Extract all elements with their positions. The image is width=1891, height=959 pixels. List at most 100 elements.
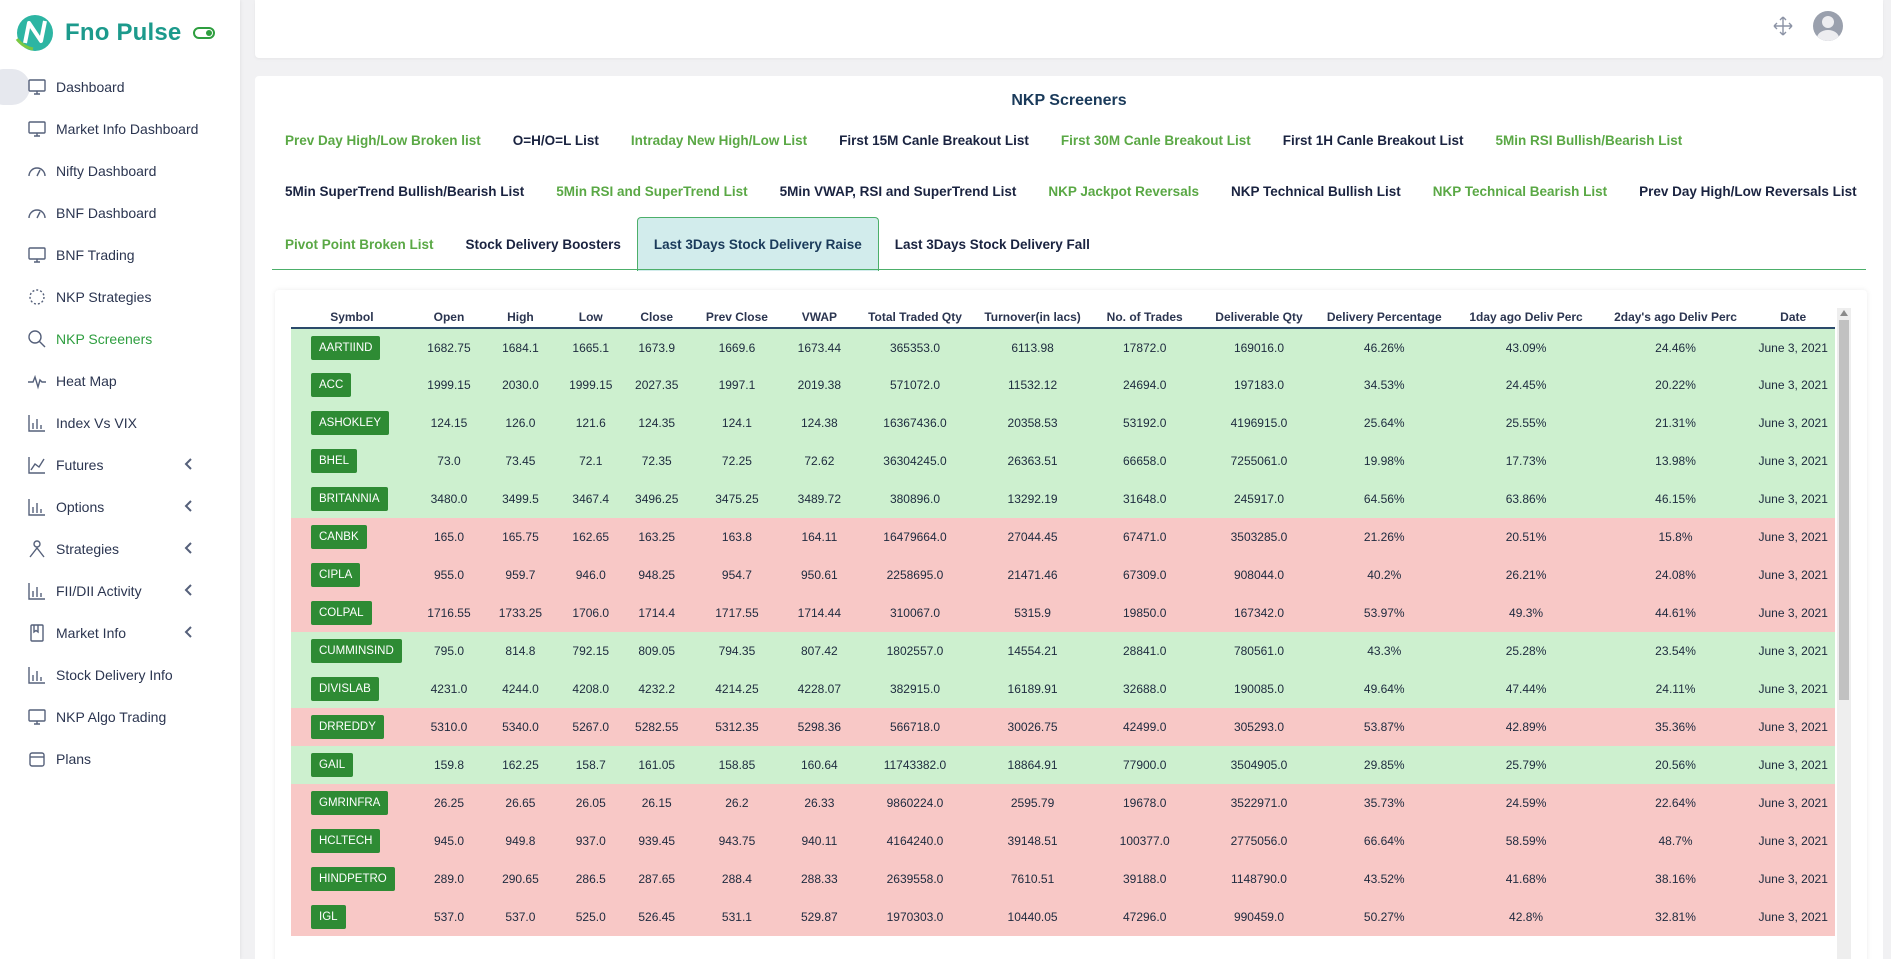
tab-last-3days-stock-delivery-raise[interactable]: Last 3Days Stock Delivery Raise: [636, 217, 879, 271]
table-row[interactable]: DIVISLAB 4231.0 4244.0 4208.0 4232.2 4214.25 4…: [291, 670, 1835, 708]
table-row[interactable]: CANBK 165.0 165.75 162.65 163.25 163.8 164.11 1…: [291, 518, 1835, 556]
symbol-badge[interactable]: BRITANNIA: [311, 487, 388, 511]
symbol-badge[interactable]: ACC: [311, 373, 352, 397]
tab-first-1h-canle-breakout-list[interactable]: First 1H Canle Breakout List: [1282, 132, 1464, 148]
theme-toggle[interactable]: [193, 27, 216, 39]
symbol-badge[interactable]: DRREDDY: [311, 715, 384, 739]
chevron-left-icon[interactable]: [182, 499, 196, 513]
column-header[interactable]: Turnover(in lacs): [977, 306, 1088, 329]
tab-prev-day-high-low-broken-list[interactable]: Prev Day High/Low Broken list: [285, 132, 481, 148]
sidebar-item-bnf-trading[interactable]: BNF Trading: [0, 234, 240, 276]
table-row[interactable]: HCLTECH 945.0 949.8 937.0 939.45 943.75 940.11…: [291, 822, 1835, 860]
table-row[interactable]: HINDPETRO 289.0 290.65 286.5 287.65 288.4 288.…: [291, 860, 1835, 898]
tab-5min-supertrend-bullish-bearish-list[interactable]: 5Min SuperTrend Bullish/Bearish List: [285, 183, 525, 199]
sidebar-item-plans[interactable]: Plans: [0, 738, 240, 780]
sidebar-item-index-vs-vix[interactable]: Index Vs VIX: [0, 402, 240, 444]
table-row[interactable]: CUMMINSIND 795.0 814.8 792.15 809.05 794.35 80…: [291, 632, 1835, 670]
fullscreen-expand-icon[interactable]: [1773, 16, 1793, 36]
table-cell: 47296.0: [1087, 898, 1202, 936]
table-row[interactable]: BHEL 73.0 73.45 72.1 72.35 72.25 72.62 36304245…: [291, 442, 1835, 480]
chevron-left-icon[interactable]: [182, 583, 196, 597]
table-row[interactable]: ACC 1999.15 2030.0 1999.15 2027.35 1997.1 2019…: [291, 366, 1835, 404]
table-row[interactable]: ASHOKLEY 124.15 126.0 121.6 124.35 124.1 124.3…: [291, 404, 1835, 442]
table-cell: 1669.6: [687, 328, 787, 366]
tab-o-h-o-l-list[interactable]: O=H/O=L List: [512, 132, 599, 148]
tab-intraday-new-high-low-list[interactable]: Intraday New High/Low List: [630, 132, 808, 148]
sidebar-item-stock-delivery-info[interactable]: Stock Delivery Info: [0, 654, 240, 696]
sidebar-item-options[interactable]: Options: [0, 486, 240, 528]
column-header[interactable]: 2day's ago Deliv Perc: [1599, 306, 1752, 329]
tab-nkp-technical-bearish-list[interactable]: NKP Technical Bearish List: [1432, 183, 1608, 199]
column-header[interactable]: Symbol: [291, 306, 413, 329]
tab-stock-delivery-boosters[interactable]: Stock Delivery Boosters: [465, 236, 621, 252]
table-row[interactable]: CIPLA 955.0 959.7 946.0 948.25 954.7 950.61 225…: [291, 556, 1835, 594]
chevron-left-icon[interactable]: [182, 541, 196, 555]
sidebar-item-market-info[interactable]: Market Info: [0, 612, 240, 654]
table-scrollbar[interactable]: [1837, 308, 1851, 959]
brand[interactable]: Fno Pulse: [0, 0, 240, 66]
column-header[interactable]: Deliverable Qty: [1201, 306, 1317, 329]
column-header[interactable]: Open: [412, 306, 486, 329]
table-cell: 3522971.0: [1201, 784, 1317, 822]
symbol-badge[interactable]: BHEL: [311, 449, 358, 473]
sidebar-item-heat-map[interactable]: Heat Map: [0, 360, 240, 402]
symbol-badge[interactable]: IGL: [311, 905, 346, 929]
column-header[interactable]: Prev Close: [687, 306, 787, 329]
column-header[interactable]: 1day ago Deliv Perc: [1452, 306, 1600, 329]
table-cell: 13292.19: [977, 480, 1088, 518]
scroll-up-arrow-icon[interactable]: [1840, 310, 1848, 316]
sidebar-item-nkp-strategies[interactable]: NKP Strategies: [0, 276, 240, 318]
table-row[interactable]: GAIL 159.8 162.25 158.7 161.05 158.85 160.64 11…: [291, 746, 1835, 784]
table-row[interactable]: DRREDDY 5310.0 5340.0 5267.0 5282.55 5312.35 5…: [291, 708, 1835, 746]
column-header[interactable]: High: [485, 306, 556, 329]
symbol-badge[interactable]: CUMMINSIND: [311, 639, 402, 663]
tab-prev-day-high-low-reversals-list[interactable]: Prev Day High/Low Reversals List: [1639, 183, 1857, 199]
column-header[interactable]: Total Traded Qty: [852, 306, 978, 329]
sidebar-item-dashboard[interactable]: Dashboard: [0, 66, 240, 108]
sidebar-item-nkp-algo-trading[interactable]: NKP Algo Trading: [0, 696, 240, 738]
symbol-badge[interactable]: CANBK: [311, 525, 367, 549]
user-avatar[interactable]: [1813, 11, 1843, 41]
sidebar-item-nkp-screeners[interactable]: NKP Screeners: [0, 318, 240, 360]
column-header[interactable]: VWAP: [786, 306, 853, 329]
column-header[interactable]: Delivery Percentage: [1316, 306, 1453, 329]
tab-5min-vwap-rsi-and-supertrend-list[interactable]: 5Min VWAP, RSI and SuperTrend List: [779, 183, 1017, 199]
sidebar-item-nifty-dashboard[interactable]: Nifty Dashboard: [0, 150, 240, 192]
symbol-badge[interactable]: HCLTECH: [311, 829, 381, 853]
sidebar-item-futures[interactable]: Futures: [0, 444, 240, 486]
tab-5min-rsi-bullish-bearish-list[interactable]: 5Min RSI Bullish/Bearish List: [1495, 132, 1683, 148]
symbol-badge[interactable]: HINDPETRO: [311, 867, 395, 891]
symbol-badge[interactable]: ASHOKLEY: [311, 411, 389, 435]
chevron-left-icon[interactable]: [182, 625, 196, 639]
tab-first-15m-canle-breakout-list[interactable]: First 15M Canle Breakout List: [839, 132, 1029, 148]
tab-first-30m-canle-breakout-list[interactable]: First 30M Canle Breakout List: [1060, 132, 1251, 148]
symbol-badge[interactable]: GMRINFRA: [311, 791, 389, 815]
table-row[interactable]: BRITANNIA 3480.0 3499.5 3467.4 3496.25 3475.2…: [291, 480, 1835, 518]
tab-nkp-technical-bullish-list[interactable]: NKP Technical Bullish List: [1230, 183, 1401, 199]
column-header[interactable]: Low: [555, 306, 626, 329]
chevron-left-icon[interactable]: [182, 457, 196, 471]
symbol-badge[interactable]: AARTIIND: [311, 335, 381, 360]
tab-pivot-point-broken-list[interactable]: Pivot Point Broken List: [285, 236, 434, 252]
table-cell: 26.33: [786, 784, 853, 822]
column-header[interactable]: Close: [625, 306, 688, 329]
column-header[interactable]: Date: [1751, 306, 1835, 329]
sidebar-item-market-info-dashboard[interactable]: Market Info Dashboard: [0, 108, 240, 150]
table-cell: 1717.55: [687, 594, 787, 632]
sidebar-item-fii-dii-activity[interactable]: FII/DII Activity: [0, 570, 240, 612]
symbol-badge[interactable]: DIVISLAB: [311, 677, 379, 701]
table-row[interactable]: COLPAL 1716.55 1733.25 1706.0 1714.4 1717.55 1…: [291, 594, 1835, 632]
symbol-badge[interactable]: CIPLA: [311, 563, 361, 587]
table-row[interactable]: GMRINFRA 26.25 26.65 26.05 26.15 26.2 26.33 986…: [291, 784, 1835, 822]
symbol-badge[interactable]: GAIL: [311, 753, 354, 777]
sidebar-item-bnf-dashboard[interactable]: BNF Dashboard: [0, 192, 240, 234]
symbol-badge[interactable]: COLPAL: [311, 601, 372, 625]
table-row[interactable]: IGL 537.0 537.0 525.0 526.45 531.1 529.87 19703…: [291, 898, 1835, 936]
sidebar-item-strategies[interactable]: Strategies: [0, 528, 240, 570]
tab-last-3days-stock-delivery-fall[interactable]: Last 3Days Stock Delivery Fall: [894, 236, 1090, 252]
table-row[interactable]: AARTIIND 1682.75 1684.1 1665.1 1673.9 1669.6 1…: [291, 328, 1835, 366]
column-header[interactable]: No. of Trades: [1087, 306, 1202, 329]
tab-nkp-jackpot-reversals[interactable]: NKP Jackpot Reversals: [1048, 183, 1199, 199]
scrollbar-thumb[interactable]: [1839, 320, 1849, 700]
tab-5min-rsi-and-supertrend-list[interactable]: 5Min RSI and SuperTrend List: [556, 183, 748, 199]
